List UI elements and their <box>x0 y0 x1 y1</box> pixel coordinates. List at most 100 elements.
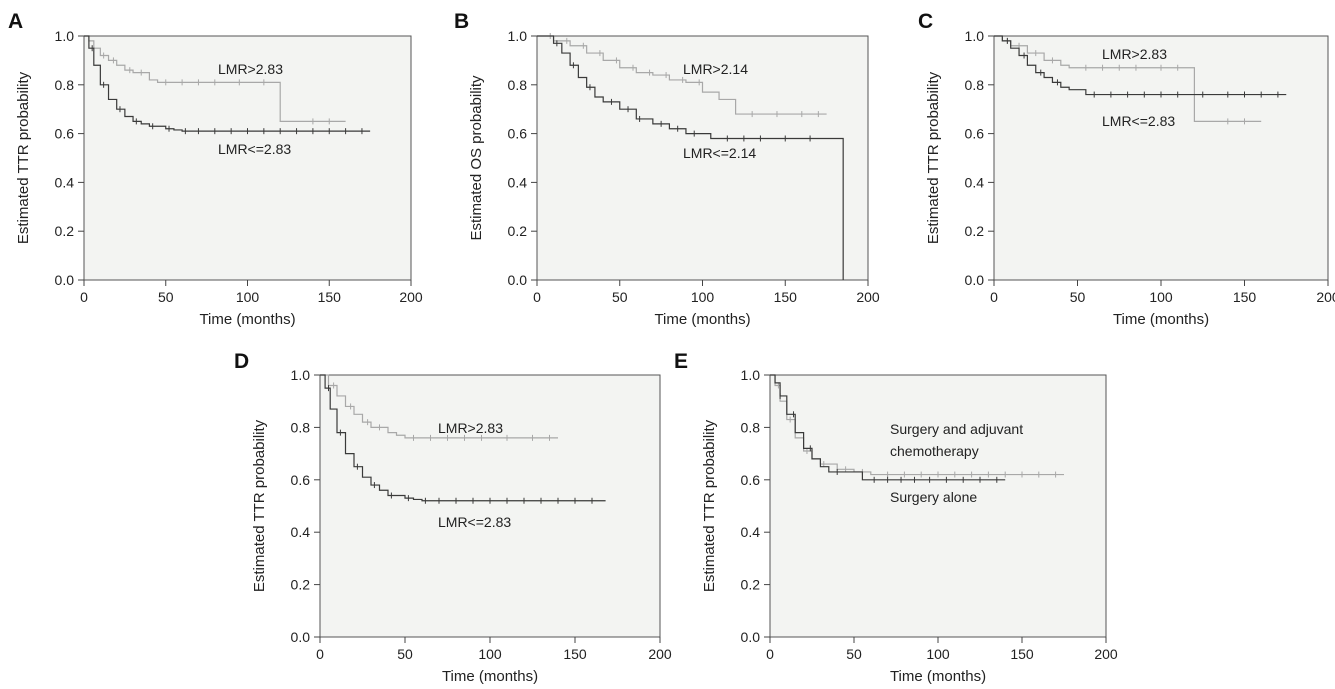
plot-area <box>993 35 1329 281</box>
y-tick-label: 0.4 <box>55 174 75 190</box>
curve-annotation: LMR>2.83 <box>218 61 283 77</box>
y-tick-label: 0.8 <box>55 77 75 93</box>
y-tick-label: 0.8 <box>291 419 311 435</box>
x-tick-label: 150 <box>774 289 798 305</box>
series-line-1 <box>84 35 346 122</box>
y-tick-label: 1.0 <box>965 28 985 44</box>
curve-annotation: LMR<=2.14 <box>683 145 756 161</box>
x-tick-label: 0 <box>990 289 998 305</box>
x-tick-label: 150 <box>318 289 342 305</box>
panel-letter: C <box>918 10 933 33</box>
x-tick-label: 0 <box>316 646 324 662</box>
curve-annotation: LMR<=2.83 <box>438 514 511 530</box>
series-line-2 <box>320 374 606 502</box>
y-tick-label: 0.0 <box>741 629 761 645</box>
km-chart-a: A 0 50 100 150 200 0.0 0.2 0.4 0.6 0.8 1.0 Time (mon… <box>8 10 423 328</box>
series-line-2 <box>994 35 1287 96</box>
panel-b: B 0 50 100 150 200 0.0 0.2 0.4 0.6 0.8 1.0 Time (mon… <box>440 0 880 345</box>
y-axis-title: Estimated TTR probability <box>15 71 32 244</box>
curve-annotation: LMR>2.14 <box>683 61 748 77</box>
x-tick-label: 150 <box>563 646 587 662</box>
km-chart-e: E 0 50 100 150 200 0.0 0.2 0.4 0.6 0.8 1.0 Time (mon… <box>674 350 1118 685</box>
panel-c: C 0 50 100 150 200 0.0 0.2 0.4 0.6 0.8 1.0 Time (mon… <box>880 0 1335 345</box>
y-tick-label: 0.4 <box>291 524 311 540</box>
y-tick-label: 0.6 <box>55 126 75 142</box>
x-tick-label: 200 <box>1316 289 1335 305</box>
y-axis-title: Estimated TTR probability <box>251 419 268 592</box>
x-axis-title: Time (months) <box>199 311 295 328</box>
x-tick-label: 0 <box>766 646 774 662</box>
y-tick-label: 0.6 <box>291 472 311 488</box>
y-tick-label: 1.0 <box>291 367 311 383</box>
km-chart-b: B 0 50 100 150 200 0.0 0.2 0.4 0.6 0.8 1.0 Time (mon… <box>454 10 880 328</box>
plot-area <box>769 374 1107 638</box>
y-tick-label: 1.0 <box>55 28 75 44</box>
x-tick-label: 200 <box>856 289 880 305</box>
x-tick-label: 50 <box>397 646 413 662</box>
y-tick-label: 0.4 <box>508 174 528 190</box>
x-tick-label: 200 <box>1094 646 1118 662</box>
panel-a: A 0 50 100 150 200 0.0 0.2 0.4 0.6 0.8 1.0 Time (mon… <box>0 0 440 345</box>
x-tick-label: 150 <box>1233 289 1257 305</box>
y-axis-title: Estimated OS probability <box>468 75 485 241</box>
x-axis-title: Time (months) <box>442 668 538 685</box>
y-tick-label: 0.0 <box>508 272 528 288</box>
x-tick-label: 150 <box>1010 646 1034 662</box>
y-tick-label: 0.4 <box>965 174 985 190</box>
x-tick-label: 50 <box>1070 289 1086 305</box>
y-tick-label: 0.2 <box>55 223 75 239</box>
km-chart-d: D 0 50 100 150 200 0.0 0.2 0.4 0.6 0.8 1.0 Time (mon… <box>234 350 672 685</box>
y-tick-label: 0.8 <box>508 77 528 93</box>
y-tick-label: 0.0 <box>291 629 311 645</box>
y-tick-label: 0.8 <box>965 77 985 93</box>
plot-area <box>319 374 661 638</box>
x-tick-label: 0 <box>80 289 88 305</box>
y-tick-label: 0.2 <box>965 223 985 239</box>
x-tick-label: 100 <box>236 289 260 305</box>
y-tick-label: 0.2 <box>741 577 761 593</box>
panel-letter: A <box>8 10 23 33</box>
y-tick-label: 0.6 <box>965 126 985 142</box>
series-line-2 <box>770 374 1006 481</box>
y-tick-label: 0.4 <box>741 524 761 540</box>
panel-e: E 0 50 100 150 200 0.0 0.2 0.4 0.6 0.8 1.0 Time (mon… <box>660 345 1118 689</box>
y-axis-title: Estimated TTR probability <box>925 71 942 244</box>
x-tick-label: 200 <box>648 646 672 662</box>
y-tick-label: 0.0 <box>965 272 985 288</box>
curve-annotation: Surgery and adjuvant <box>890 421 1023 437</box>
plot-area <box>83 35 412 281</box>
x-axis-title: Time (months) <box>654 311 750 328</box>
curve-annotation: LMR<=2.83 <box>1102 113 1175 129</box>
x-tick-label: 50 <box>158 289 174 305</box>
y-tick-label: 0.2 <box>508 223 528 239</box>
x-tick-label: 100 <box>1149 289 1173 305</box>
series-line-1 <box>537 35 827 115</box>
series-line-1 <box>320 374 558 439</box>
y-tick-label: 0.2 <box>291 577 311 593</box>
curve-annotation: LMR<=2.83 <box>218 141 291 157</box>
y-axis-title: Estimated TTR probability <box>701 419 718 592</box>
x-tick-label: 50 <box>846 646 862 662</box>
curve-annotation: LMR>2.83 <box>438 420 503 436</box>
panel-letter: D <box>234 350 249 373</box>
x-axis-title: Time (months) <box>1113 311 1209 328</box>
x-axis-title: Time (months) <box>890 668 986 685</box>
y-tick-label: 0.6 <box>741 472 761 488</box>
x-tick-label: 0 <box>533 289 541 305</box>
x-tick-label: 50 <box>612 289 628 305</box>
x-tick-label: 100 <box>478 646 502 662</box>
y-tick-label: 0.8 <box>741 419 761 435</box>
panel-d: D 0 50 100 150 200 0.0 0.2 0.4 0.6 0.8 1.0 Time (mon… <box>220 345 672 689</box>
plot-area <box>536 35 869 281</box>
panel-letter: B <box>454 10 469 33</box>
curve-annotation: Surgery alone <box>890 489 977 505</box>
y-tick-label: 0.0 <box>55 272 75 288</box>
y-tick-label: 0.6 <box>508 126 528 142</box>
x-tick-label: 100 <box>691 289 715 305</box>
curve-annotation: chemotherapy <box>890 443 979 459</box>
panel-letter: E <box>674 350 688 373</box>
curve-annotation: LMR>2.83 <box>1102 46 1167 62</box>
y-tick-label: 1.0 <box>741 367 761 383</box>
x-tick-label: 200 <box>399 289 423 305</box>
